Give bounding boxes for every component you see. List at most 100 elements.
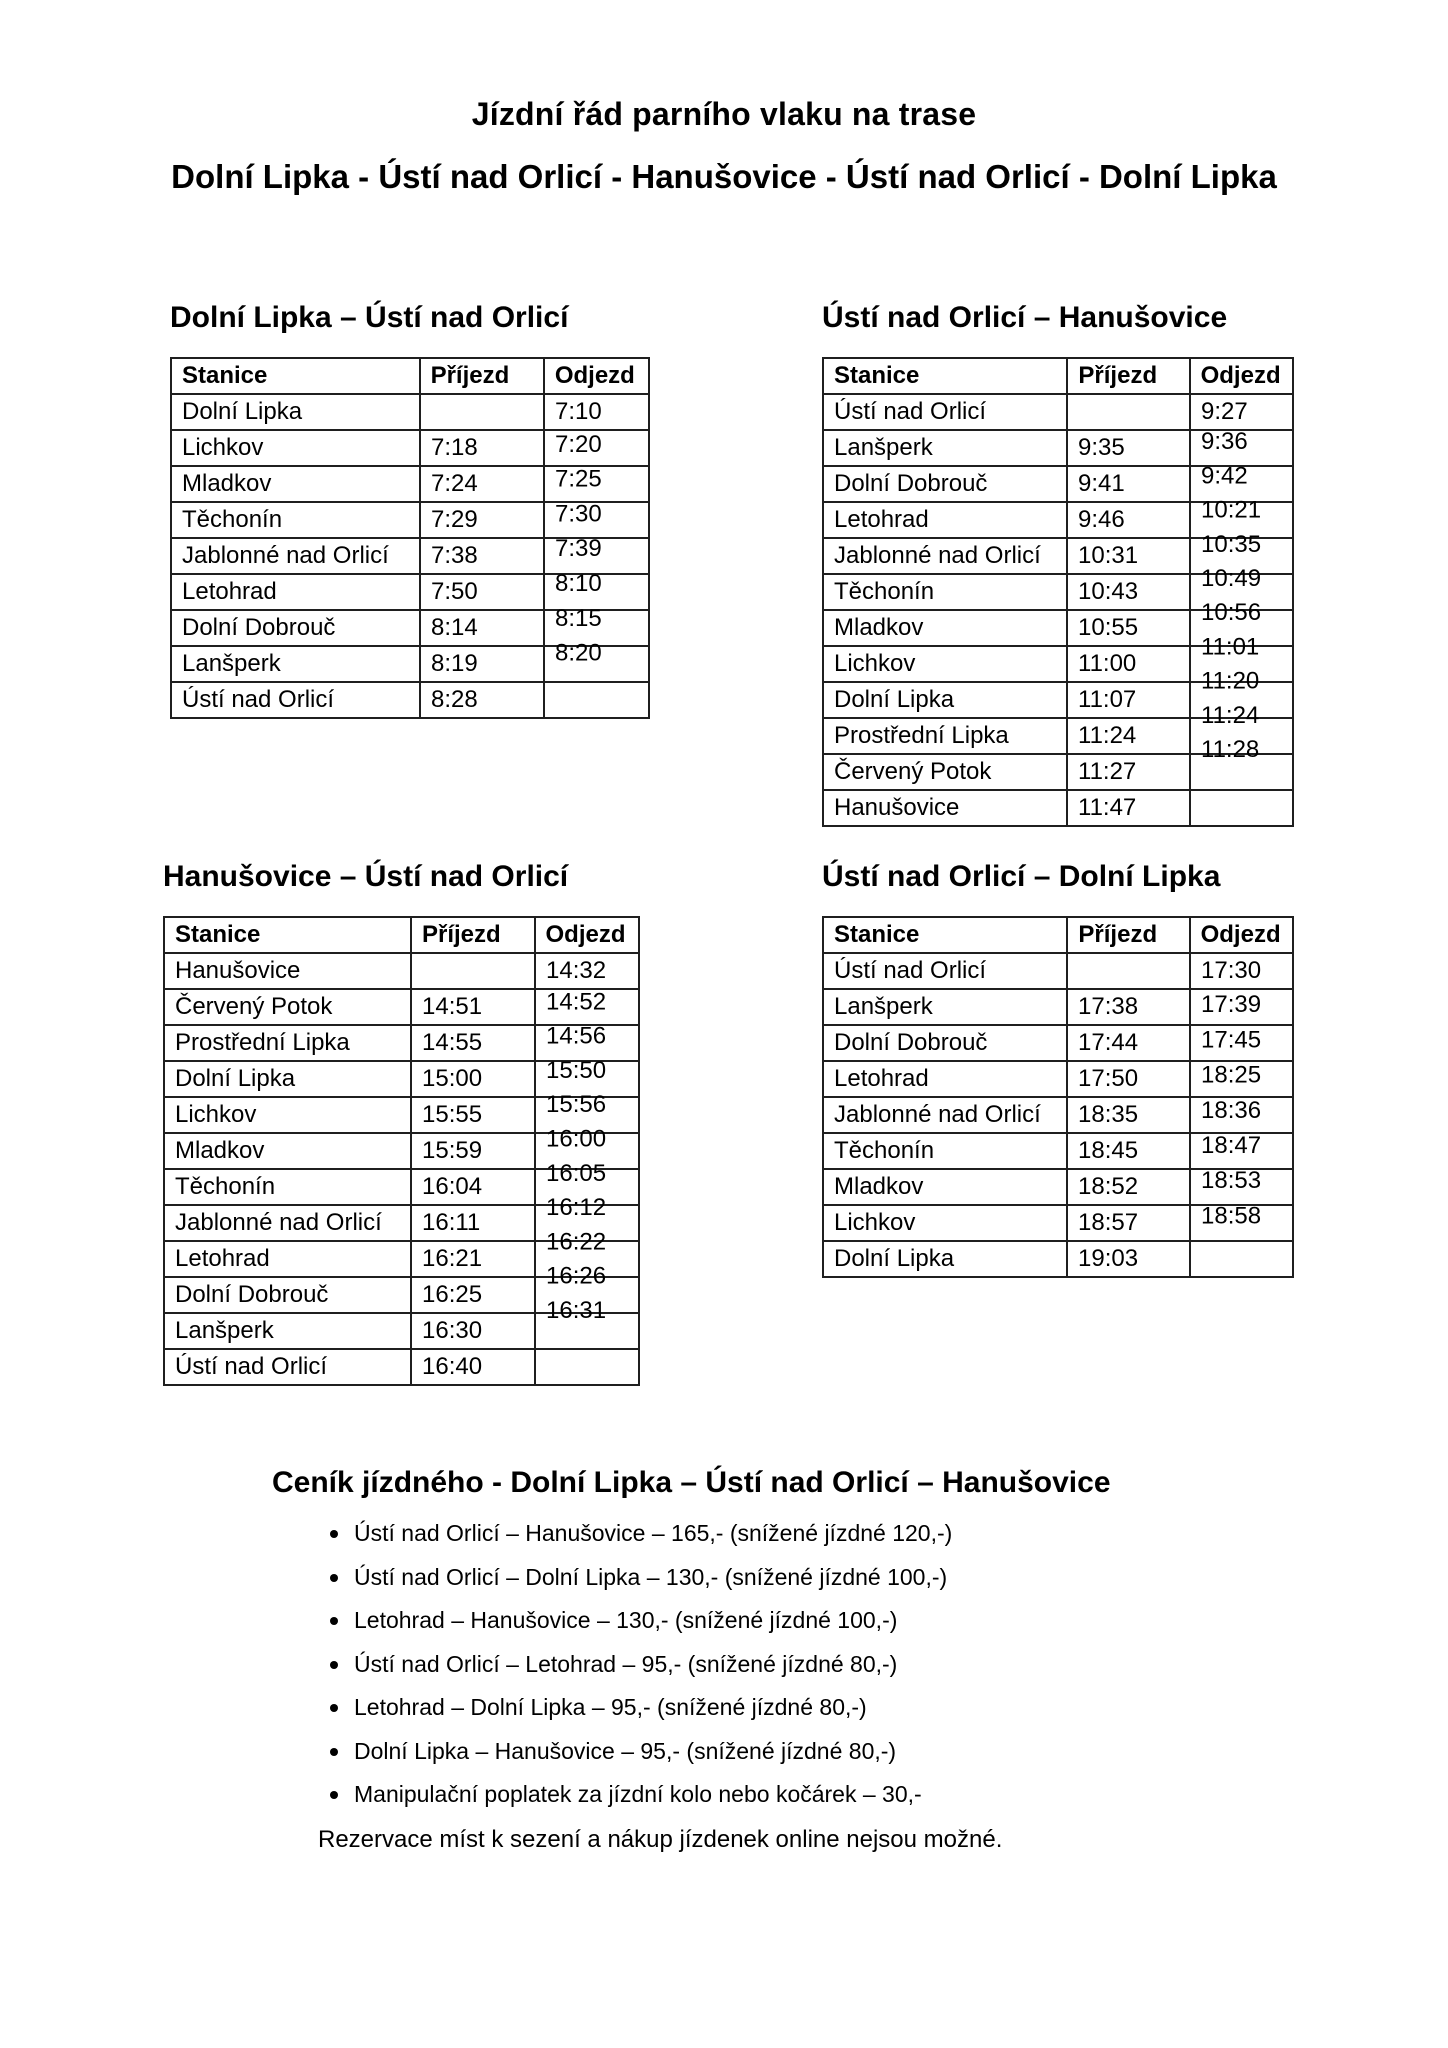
station-cell: Ústí nad Orlicí — [821, 952, 1069, 990]
table-row: Lanšperk 16:30 16:31 — [163, 1297, 640, 1350]
table-row: Jablonné nad Orlicí 18:35 18:36 — [821, 1096, 1295, 1134]
table-row: Lichkov 11:00 11:01 — [821, 633, 1295, 683]
station-cell: Těchonín — [821, 1132, 1069, 1170]
table-row: Letohrad 16:21 16:22 — [163, 1228, 640, 1278]
column-header-station: Stanice — [163, 916, 412, 954]
column-header-departure: Odjezd — [533, 916, 640, 954]
station-cell: Jablonné nad Orlicí — [821, 1096, 1069, 1134]
page-title: Jízdní řád parního vlaku na trase — [471, 96, 977, 132]
table-row: Letohrad 9:46 10:21 — [821, 497, 1295, 539]
station-cell: Dolní Dobrouč — [170, 609, 421, 647]
arrival-cell: 17:50 — [1066, 1060, 1191, 1098]
arrival-cell: 8:28 — [418, 681, 545, 719]
departure-cell: 18:25 — [1188, 1060, 1295, 1098]
arrival-cell: 11:07 — [1066, 681, 1191, 719]
table-row: Ústí nad Orlicí 9:27 — [821, 393, 1295, 431]
arrival-cell — [410, 952, 536, 990]
price-item: Ústí nad Orlicí – Letohrad – 95,- (sníže… — [330, 1643, 952, 1687]
departure-cell: 16:26 — [533, 1263, 640, 1314]
station-cell: Letohrad — [163, 1240, 412, 1278]
station-cell: Ústí nad Orlicí — [170, 681, 421, 719]
table-row: Červený Potok 11:27 11:28 — [821, 736, 1295, 791]
route-heading-3: Hanušovice – Ústí nad Orlicí — [163, 860, 569, 893]
timetable-2: Stanice Příjezd Odjezd Ústí nad Orlicí 9:… — [821, 357, 1295, 827]
table-header-row: Stanice Příjezd Odjezd — [170, 357, 651, 395]
table-header-row: Stanice Příjezd Odjezd — [821, 357, 1295, 395]
station-cell: Těchonín — [170, 501, 421, 539]
arrival-cell: 18:45 — [1066, 1132, 1191, 1170]
arrival-cell: 11:47 — [1066, 789, 1191, 827]
table-row: Těchonín 18:45 18:47 — [821, 1132, 1295, 1170]
column-header-departure: Odjezd — [1188, 357, 1295, 395]
departure-cell: 17:45 — [1188, 1024, 1295, 1062]
departure-cell: 17:30 — [1188, 952, 1295, 990]
timetable-4: Stanice Příjezd Odjezd Ústí nad Orlicí 17… — [821, 916, 1295, 1278]
departure-cell: 16:05 — [533, 1160, 640, 1206]
arrival-cell: 19:03 — [1066, 1240, 1191, 1278]
departure-cell: 9:27 — [1188, 393, 1295, 431]
station-cell: Těchonín — [821, 573, 1069, 611]
arrival-cell: 17:38 — [1066, 988, 1191, 1026]
departure-cell: 16:12 — [533, 1194, 640, 1242]
column-header-station: Stanice — [821, 357, 1069, 395]
column-header-arrival: Příjezd — [418, 357, 545, 395]
departure-cell — [533, 1348, 640, 1386]
table-header-row: Stanice Příjezd Odjezd — [163, 916, 640, 954]
table-row: Dolní Dobrouč 17:44 17:45 — [821, 1024, 1295, 1062]
station-cell: Letohrad — [170, 573, 421, 611]
arrival-cell — [1066, 393, 1191, 431]
price-item: Manipulační poplatek za jízdní kolo nebo… — [330, 1773, 952, 1817]
departure-cell: 7:30 — [542, 500, 651, 539]
column-header-station: Stanice — [821, 916, 1069, 954]
station-cell: Červený Potok — [163, 988, 412, 1026]
station-cell: Jablonné nad Orlicí — [821, 537, 1069, 575]
departure-cell: 10:21 — [1188, 497, 1295, 539]
departure-cell: 17:39 — [1188, 988, 1295, 1026]
table-row: Lanšperk 9:35 9:36 — [821, 428, 1295, 467]
departure-cell: 7:25 — [542, 465, 651, 503]
table-row: Jablonné nad Orlicí 7:38 7:39 — [170, 535, 651, 575]
station-cell: Mladkov — [163, 1132, 412, 1170]
arrival-cell: 18:52 — [1066, 1168, 1191, 1206]
route-heading-4: Ústí nad Orlicí – Dolní Lipka — [822, 860, 1221, 893]
table-row: Dolní Lipka 19:03 — [821, 1240, 1295, 1278]
table-row: Ústí nad Orlicí 8:28 — [170, 681, 651, 719]
table-row: Dolní Dobrouč 8:14 8:15 — [170, 605, 651, 647]
departure-cell — [1188, 1240, 1295, 1278]
departure-cell: 9:42 — [1188, 462, 1295, 503]
station-cell: Hanušovice — [821, 789, 1069, 827]
table-row: Prostřední Lipka 11:24 11:24 — [821, 702, 1295, 755]
departure-cell — [542, 681, 651, 719]
station-cell: Letohrad — [821, 1060, 1069, 1098]
arrival-cell: 10:43 — [1066, 573, 1191, 611]
departure-cell: 11:28 — [1188, 736, 1295, 791]
arrival-cell: 9:35 — [1066, 429, 1191, 467]
station-cell: Dolní Dobrouč — [163, 1276, 412, 1314]
station-cell: Lichkov — [821, 1204, 1069, 1242]
departure-cell: 7:10 — [542, 393, 651, 431]
table-row: Mladkov 10:55 10:56 — [821, 599, 1295, 647]
table-row: Lichkov 18:57 18:58 — [821, 1202, 1295, 1242]
table-row: Dolní Lipka 15:00 15:50 — [163, 1057, 640, 1098]
column-header-departure: Odjezd — [542, 357, 651, 395]
departure-cell: 15:50 — [533, 1057, 640, 1098]
arrival-cell: 16:11 — [410, 1204, 536, 1242]
departure-cell: 11:24 — [1188, 702, 1295, 755]
departure-cell: 15:56 — [533, 1091, 640, 1134]
departure-cell: 9:36 — [1188, 428, 1295, 467]
column-header-arrival: Příjezd — [410, 916, 536, 954]
arrival-cell: 16:21 — [410, 1240, 536, 1278]
price-item: Dolní Lipka – Hanušovice – 95,- (snížené… — [330, 1730, 952, 1774]
arrival-cell: 9:46 — [1066, 501, 1191, 539]
station-cell: Lanšperk — [163, 1312, 412, 1350]
table-row: Prostřední Lipka 14:55 14:56 — [163, 1023, 640, 1062]
table-row: Dolní Lipka 7:10 — [170, 393, 651, 431]
arrival-cell: 15:59 — [410, 1132, 536, 1170]
arrival-cell: 11:00 — [1066, 645, 1191, 683]
arrival-cell: 11:27 — [1066, 753, 1191, 791]
departure-cell: 10:56 — [1188, 599, 1295, 647]
station-cell: Lichkov — [163, 1096, 412, 1134]
station-cell: Lanšperk — [170, 645, 421, 683]
departure-cell: 7:20 — [542, 429, 651, 467]
departure-cell: 10:35 — [1188, 531, 1295, 575]
